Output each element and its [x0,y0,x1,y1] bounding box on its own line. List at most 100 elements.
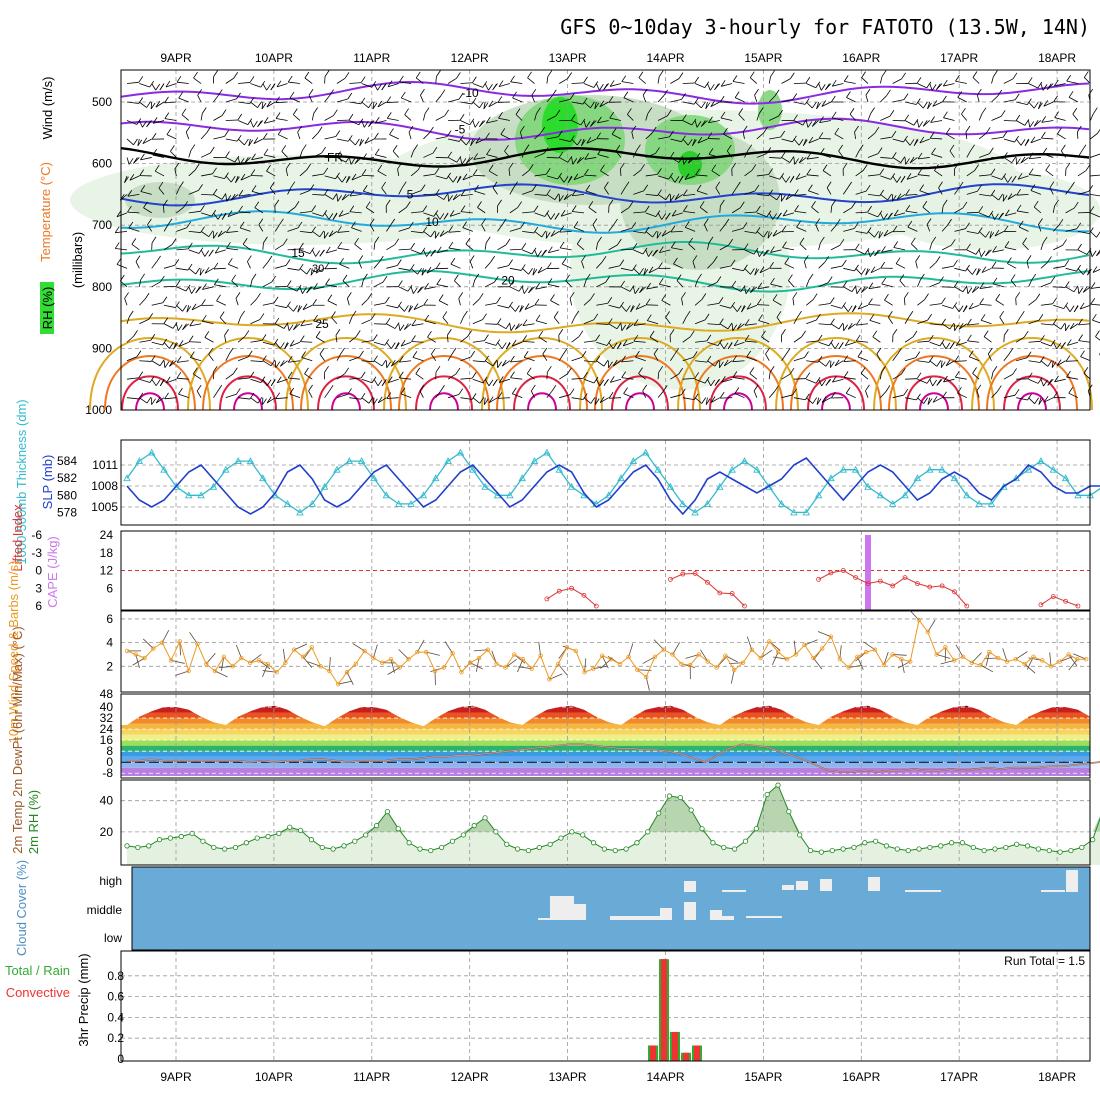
wind-barb [1033,120,1042,127]
wind-barb [994,231,1005,237]
wind-barb [719,304,731,309]
wind-barb [164,101,177,104]
wind-barb [386,397,399,399]
thickness-point [839,465,848,473]
wind-barb-flag [275,361,281,368]
wind-barb [1005,212,1017,217]
wind-barb [341,194,350,201]
wind-barb-flag [400,387,406,395]
temperature-contour [775,337,897,411]
wind-barb [499,378,510,383]
wind-barb-flag [213,278,219,285]
wind-barb [299,286,303,294]
wind-barb-flag [342,274,348,282]
wind-barb [435,115,445,121]
thickness-point [481,482,489,490]
wind-barb-flag [299,242,304,250]
wind-barb-flag [807,121,813,128]
thickness-point [740,457,749,465]
cloud-cover-block [905,890,941,892]
wind-barb-flag [912,330,918,338]
wind-barb-flag [979,282,985,289]
thickness-point [963,491,971,499]
wind-barb [611,133,622,140]
wind-barb [299,211,312,214]
li-point [939,583,945,589]
cloud-cover-block [722,890,746,892]
wind-barb [880,157,893,159]
wind-speed-point [723,653,728,658]
wind-barb [749,373,758,380]
wind-barb-flag [958,322,964,330]
wind-barb [225,373,234,380]
wind-barb [263,154,276,158]
wind-barb [967,340,980,343]
wind-barb-flag [377,396,383,404]
wind-barb [504,150,511,158]
wind-barb-flag [235,176,240,183]
wind-barb [339,263,350,269]
wind-barb-flag [266,164,271,172]
wind-speed-point [890,652,895,657]
wind-barb-flag [919,136,925,144]
wind-barb [596,261,603,269]
wind-barb-flag [720,199,725,207]
wind-barb [392,150,399,158]
wind-barb-flag [780,195,786,202]
wind-barb-flag [176,371,182,379]
cloud-cover-block [660,908,672,920]
wind-barb [839,645,842,660]
wind-barb [1020,157,1029,164]
wind-barb [645,231,653,238]
wind-barb [1003,78,1014,84]
wind-speed-point [388,657,394,662]
wind-barb-flag [1011,156,1017,163]
wind-barb-flag [583,76,588,84]
wind-barb-flag [631,222,637,229]
wind-barb [237,316,241,324]
wind-barb-flag [991,261,997,269]
wind-barb-flag [910,237,916,245]
cloud-level-label: high [99,874,122,888]
wind-barb [699,206,708,214]
wind-barb [151,281,161,288]
wind-speed-point [820,646,825,651]
wind-barb-flag [138,76,144,83]
wind-barb-flag [436,70,441,77]
wind-barb [623,97,634,103]
wind-barb-flag [297,221,303,229]
wind-barb-flag [741,305,746,313]
wind-barb [707,360,716,367]
wind-barb-flag [714,83,719,91]
wind-speed-point [124,648,130,654]
wind-barb [415,373,424,380]
wind-barb [386,265,398,269]
wind-barb-flag [306,286,311,294]
wind-barb-flag [236,92,241,100]
wind-barb [627,114,634,121]
wind-barb-flag [926,81,932,89]
thickness-point [901,491,909,499]
wind-barb [164,397,177,400]
li-point [556,588,562,594]
wind-barb [281,151,288,158]
wind-barb-flag [678,72,684,79]
temperature-color-band [121,729,1090,735]
wind-barb-flag [678,176,684,183]
wind-barb [645,132,653,140]
wind-barb [126,316,130,324]
wind-barb [645,249,649,257]
isotherm-25 [120,312,1090,334]
wind-barb [682,397,695,401]
wind-barb-flag [527,71,532,79]
wind-barb [1067,341,1079,346]
wind-barb [1041,120,1054,123]
wind-barb-flag [967,334,972,342]
wind-barb-flag [581,255,586,262]
wind-barb-flag [386,112,392,119]
wind-barb [821,101,832,107]
wind-barb [929,282,940,288]
wind-barb [411,323,424,327]
wind-barb-flag [1027,98,1032,105]
wind-barb-flag [681,135,686,142]
